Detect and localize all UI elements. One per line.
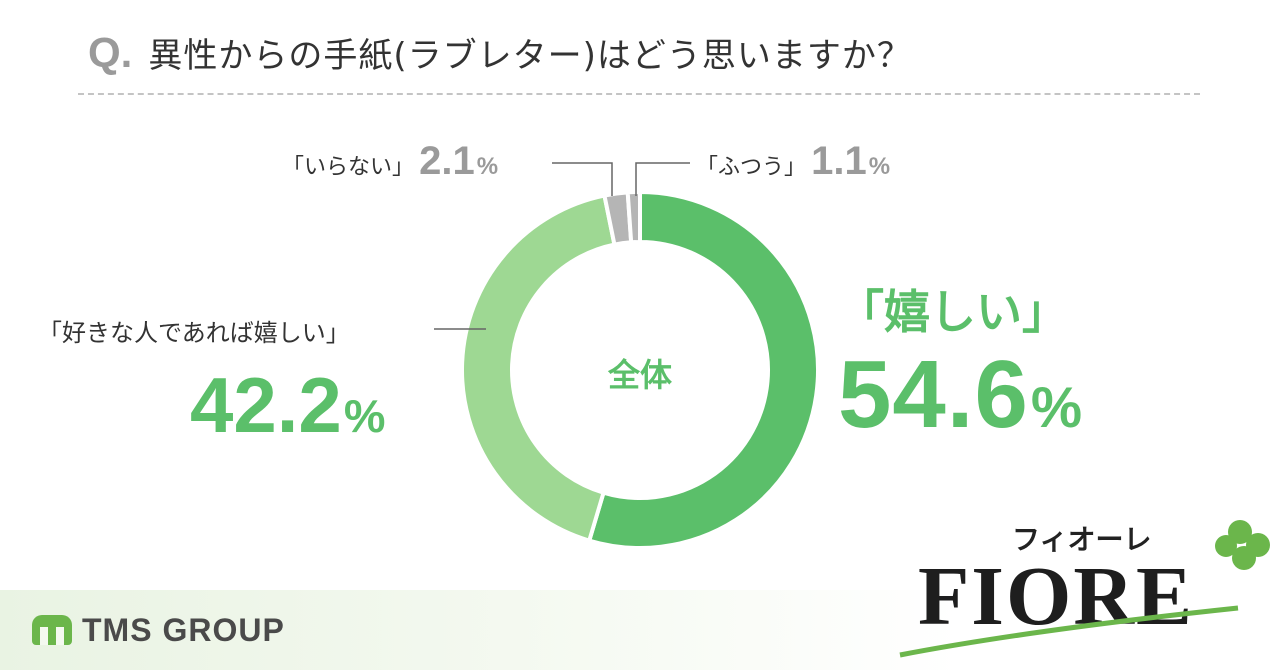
title-row: Q. 異性からの手紙(ラブレター)はどう思いますか？: [88, 28, 912, 78]
tms-group-logo: TMS GROUP: [32, 610, 285, 650]
dashed-divider: [78, 93, 1200, 95]
fiore-logo-text: FIORE: [918, 550, 1195, 643]
label-not-needed: 「いらない」 2.1%: [282, 139, 498, 184]
slice-if-liked: [460, 193, 617, 544]
slice-happy: [586, 189, 820, 550]
tms-group-text: TMS GROUP: [82, 611, 285, 648]
slice-neutral: [625, 189, 642, 245]
label-not-needed-name: 「いらない」: [282, 155, 415, 180]
label-not-needed-value: 2.1%: [419, 139, 499, 183]
question-mark-label: Q.: [88, 29, 133, 76]
question-title: 異性からの手紙(ラブレター)はどう思いますか？: [148, 36, 912, 76]
label-happy-name: 「嬉しい」: [838, 285, 1068, 339]
label-happy-value: 54.6%: [838, 341, 1084, 448]
label-neutral-name: 「ふつう」: [696, 155, 807, 180]
leader-lines: [434, 162, 690, 330]
donut-center-label: 全体: [607, 356, 672, 394]
tms-mark-icon: [32, 615, 72, 645]
leader-line-not-needed: [552, 162, 613, 196]
label-neutral-value: 1.1%: [811, 139, 891, 183]
leader-line-neutral: [635, 162, 690, 196]
label-if-liked-value: 42.2%: [190, 361, 386, 449]
label-if-liked-name: 「好きな人であれば嬉しい」: [38, 319, 350, 347]
fiore-kana-text: フィオーレ: [1012, 523, 1152, 556]
label-neutral: 「ふつう」 1.1%: [696, 139, 890, 184]
